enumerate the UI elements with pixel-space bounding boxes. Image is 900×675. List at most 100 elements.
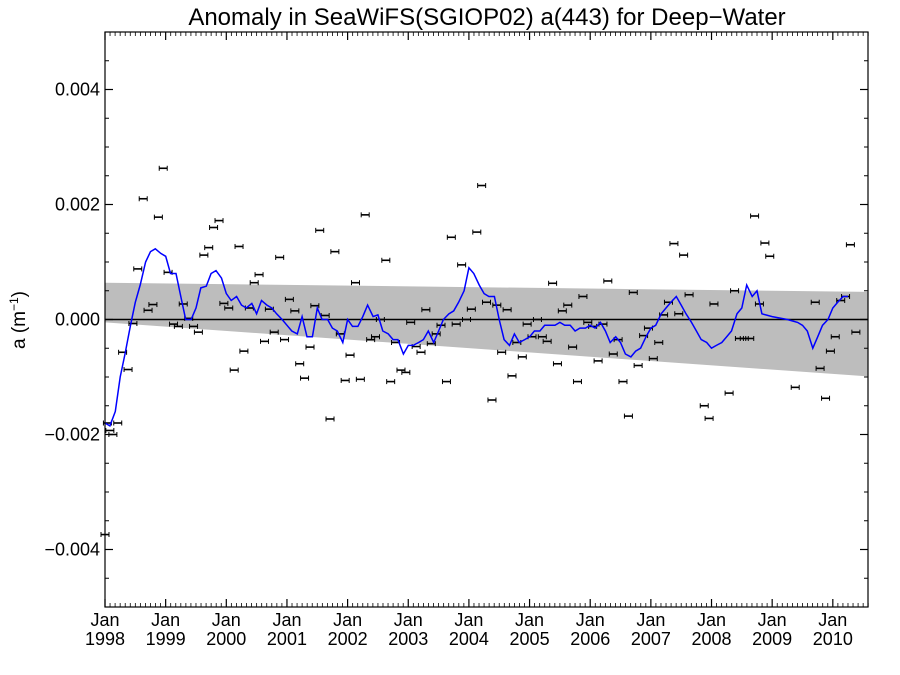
data-point — [345, 352, 355, 358]
data-point — [623, 413, 633, 419]
data-point — [416, 349, 426, 355]
data-point — [603, 278, 613, 284]
data-point — [204, 245, 214, 251]
data-point — [148, 302, 158, 308]
x-tick-month-label: Jan — [90, 610, 119, 630]
data-point — [851, 329, 861, 335]
data-point — [836, 298, 846, 304]
data-point — [730, 288, 740, 294]
data-point — [224, 305, 234, 311]
y-tick-label: 0.004 — [55, 80, 100, 100]
data-point — [295, 361, 305, 367]
data-point — [193, 329, 203, 335]
x-tick-month-label: Jan — [697, 610, 726, 630]
data-point — [355, 376, 365, 382]
data-point — [446, 234, 456, 240]
data-point — [497, 349, 507, 355]
data-point — [578, 294, 588, 299]
data-point — [542, 338, 552, 344]
data-point — [105, 427, 115, 433]
data-point — [593, 358, 603, 364]
data-point — [466, 306, 476, 312]
data-point — [123, 367, 133, 373]
data-point — [249, 280, 259, 286]
data-point — [431, 331, 441, 337]
data-point — [280, 337, 290, 343]
data-point — [199, 252, 209, 258]
data-point — [674, 311, 684, 317]
data-point — [699, 403, 709, 409]
data-point — [760, 240, 770, 246]
data-point — [325, 416, 335, 422]
data-point — [330, 249, 340, 255]
data-point — [315, 227, 325, 233]
x-tick-month-label: Jan — [333, 610, 362, 630]
x-tick-month-label: Jan — [151, 610, 180, 630]
x-tick-month-label: Jan — [515, 610, 544, 630]
data-point — [305, 344, 315, 350]
data-point — [572, 379, 582, 385]
data-point — [451, 321, 461, 327]
data-point — [502, 307, 512, 313]
data-point — [138, 196, 148, 202]
data-point — [815, 365, 825, 371]
y-axis-label-text: a (m — [9, 311, 30, 349]
chart-title: Anomaly in SeaWiFS(SGIOP02) a(443) for D… — [188, 4, 785, 31]
data-point — [557, 308, 567, 314]
x-tick-year-label: 2010 — [813, 629, 853, 649]
data-point — [239, 348, 249, 354]
data-point — [254, 272, 264, 278]
data-point — [340, 377, 350, 383]
data-point — [633, 363, 643, 368]
data-point — [830, 334, 840, 340]
x-tick-year-label: 2001 — [267, 629, 307, 649]
data-point — [153, 214, 163, 220]
data-point — [178, 301, 188, 307]
smoothed-line — [104, 247, 848, 428]
y-axis-label-close: ) — [9, 291, 30, 297]
data-point — [173, 323, 183, 329]
data-point — [608, 351, 618, 357]
data-point — [457, 262, 467, 268]
data-point — [825, 348, 835, 354]
data-point — [284, 296, 294, 302]
data-point — [350, 280, 360, 286]
data-point — [568, 344, 578, 350]
data-point — [189, 323, 199, 329]
y-tick-label: 0.002 — [55, 195, 100, 215]
data-point — [724, 390, 734, 396]
data-point — [158, 165, 168, 171]
data-point — [548, 280, 558, 286]
x-tick-year-label: 1999 — [146, 629, 186, 649]
data-point — [522, 321, 532, 327]
x-tick-year-label: 2005 — [510, 629, 550, 649]
data-point — [537, 334, 547, 340]
data-point — [821, 395, 831, 401]
x-tick-month-label: Jan — [212, 610, 241, 630]
data-point — [300, 375, 310, 381]
data-point — [790, 384, 800, 390]
x-tick-year-label: 2004 — [449, 629, 489, 649]
data-point — [133, 266, 143, 272]
data-point — [269, 329, 279, 335]
data-point — [552, 361, 562, 367]
data-point — [745, 335, 755, 341]
y-axis-label-exponent: −1 — [7, 297, 21, 311]
data-point — [366, 337, 376, 343]
trend-band — [105, 282, 868, 377]
data-point — [290, 308, 300, 314]
data-point — [214, 218, 224, 224]
x-tick-month-label: Jan — [636, 610, 665, 630]
data-point — [386, 379, 396, 385]
data-point — [563, 302, 573, 308]
x-tick-month-label: Jan — [818, 610, 847, 630]
data-point — [628, 289, 638, 295]
data-point — [477, 183, 487, 189]
data-point — [845, 242, 855, 248]
data-point — [371, 334, 381, 340]
data-point — [532, 317, 542, 322]
x-tick-month-label: Jan — [576, 610, 605, 630]
data-point — [275, 254, 285, 260]
data-point — [704, 415, 714, 421]
data-point — [441, 379, 451, 385]
